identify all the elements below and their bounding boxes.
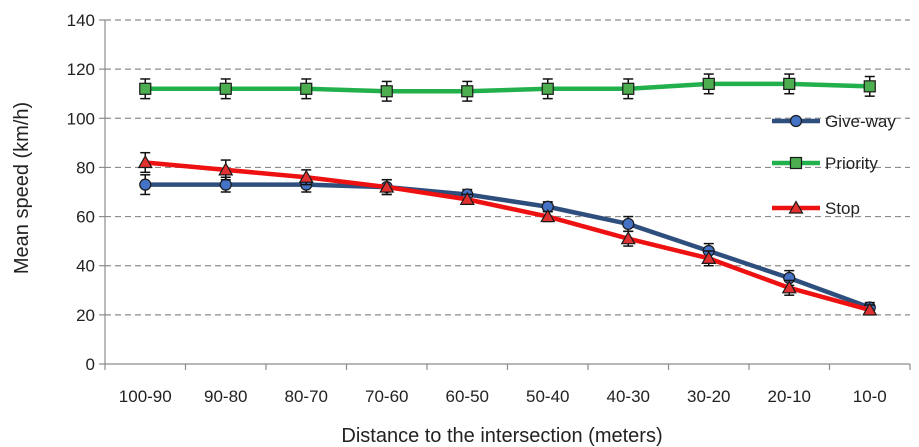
series-line-priority (145, 81, 870, 94)
data-point-stop (620, 230, 636, 245)
legend: Give-way Priority Stop (772, 112, 896, 218)
y-tick-label: 20 (76, 306, 95, 325)
data-point-stop (379, 179, 395, 193)
legend-item-priority: Priority (772, 154, 878, 173)
data-point-stop (540, 208, 556, 223)
series-priority (139, 73, 876, 102)
x-tick-label: 90-80 (204, 387, 247, 406)
x-tick-label: 100-90 (119, 387, 172, 406)
y-tick-label: 0 (86, 355, 95, 374)
grid-lines (105, 19, 910, 316)
data-point-priority (622, 82, 635, 95)
y-tick-label: 140 (67, 11, 95, 30)
series-give-way (139, 174, 876, 314)
data-point-priority (139, 82, 152, 95)
data-point-give-way (622, 217, 635, 231)
data-point-priority (300, 82, 313, 95)
y-tick-label: 80 (76, 158, 95, 177)
x-tick-label: 50-40 (526, 387, 569, 406)
legend-label-stop: Stop (825, 199, 860, 218)
legend-item-stop: Stop (772, 199, 860, 218)
data-point-stop (701, 250, 717, 264)
x-tick-label: 20-10 (768, 387, 811, 406)
series-line-stop (145, 160, 871, 313)
data-point-priority (702, 77, 715, 90)
legend-marker-priority (789, 156, 803, 170)
x-tick-label: 30-20 (687, 387, 730, 406)
y-tick-label: 120 (67, 60, 95, 79)
legend-item-give-way: Give-way (772, 112, 896, 131)
data-point-stop (781, 280, 797, 294)
x-tick-label: 60-50 (446, 387, 489, 406)
y-tick-label: 60 (76, 208, 95, 227)
legend-label-priority: Priority (825, 154, 878, 173)
legend-marker-stop (788, 200, 804, 214)
series-line-give-way (145, 182, 871, 310)
x-tick-label: 40-30 (607, 387, 650, 406)
x-tick-label: 80-70 (285, 387, 328, 406)
data-point-stop (218, 162, 234, 176)
data-point-give-way (139, 178, 152, 191)
data-point-priority (380, 85, 393, 98)
data-point-priority (783, 77, 796, 90)
data-point-priority (219, 82, 232, 95)
legend-label-give-way: Give-way (825, 112, 896, 131)
x-axis-title: Distance to the intersection (meters) (341, 425, 662, 447)
data-point-stop (137, 154, 153, 169)
series-stop (137, 151, 878, 316)
data-point-give-way (219, 178, 232, 191)
x-tick-labels: 100-90 90-80 80-70 70-60 60-50 50-40 40-30 30-2… (119, 387, 887, 406)
data-point-stop (298, 169, 314, 183)
data-point-priority (541, 82, 554, 95)
y-tick-label: 40 (76, 257, 95, 276)
y-tick-label: 100 (67, 109, 95, 128)
y-tick-labels: 0 20 40 60 80 100 120 140 (67, 11, 95, 374)
data-point-stop (459, 191, 475, 205)
x-tick-label: 10-0 (853, 387, 887, 406)
legend-marker-give-way (789, 114, 803, 128)
data-point-stop (862, 302, 878, 316)
x-tick-label: 70-60 (365, 387, 408, 406)
axes (99, 19, 911, 370)
data-point-priority (863, 80, 876, 93)
data-point-priority (461, 85, 474, 98)
y-axis-title: Mean speed (km/h) (11, 102, 33, 274)
series-group (137, 73, 878, 316)
